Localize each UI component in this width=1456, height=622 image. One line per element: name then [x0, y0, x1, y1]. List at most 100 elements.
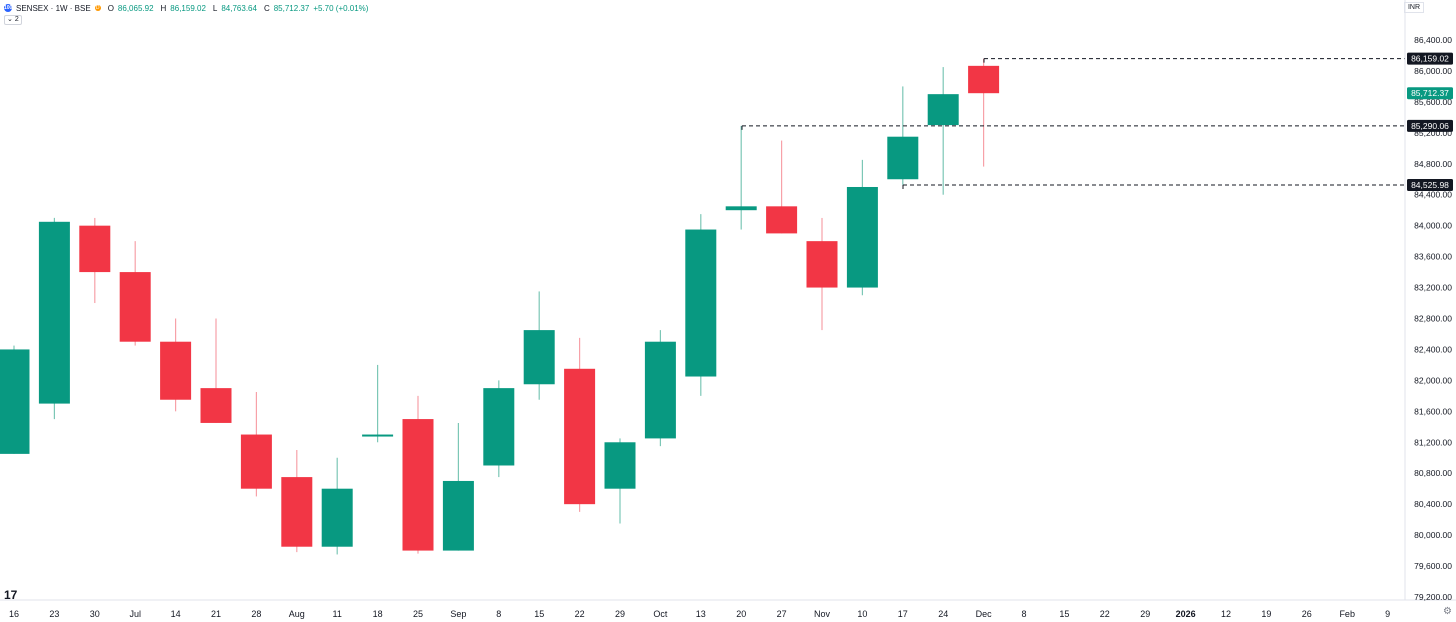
tradingview-logo-icon[interactable]: 17: [4, 588, 18, 602]
candle[interactable]: [887, 86, 919, 185]
x-tick-label: 22: [575, 609, 585, 619]
x-tick-label: 22: [1100, 609, 1110, 619]
candle[interactable]: [564, 337, 596, 512]
x-tick-label: 13: [696, 609, 706, 619]
candle-body: [200, 388, 232, 423]
x-tick-label: 23: [49, 609, 59, 619]
x-tick-label: 14: [171, 609, 181, 619]
candle[interactable]: [725, 125, 757, 230]
candle[interactable]: [119, 241, 151, 346]
indicators-toggle[interactable]: ⌄ 2: [4, 15, 22, 25]
low-label: L: [212, 3, 218, 13]
symbol-title[interactable]: SENSEX · 1W · BSE: [16, 3, 91, 13]
candle-body: [968, 65, 1000, 94]
x-tick-label: 26: [1302, 609, 1312, 619]
candle-body: [927, 94, 959, 126]
candle[interactable]: [281, 450, 313, 553]
candle[interactable]: [644, 330, 676, 447]
x-tick-label: 20: [736, 609, 746, 619]
candle-body: [281, 477, 313, 547]
y-tick-label: 84,800.00: [1414, 159, 1452, 169]
x-tick-label: 15: [534, 609, 544, 619]
candle-body: [119, 272, 151, 342]
indicator-count: 2: [14, 16, 19, 23]
x-tick-label: 24: [938, 609, 948, 619]
time-axis[interactable]: 16 23 30 Jul 14 21 28 Aug 11 18 25 Sep 8 15 22 29 Oct 13 2…: [9, 609, 1390, 619]
y-tick-label: 80,800.00: [1414, 468, 1452, 478]
candle-body: [321, 488, 353, 547]
price-line-tag-bg: [1407, 119, 1453, 132]
y-tick-label: 80,400.00: [1414, 499, 1452, 509]
x-tick-label: 21: [211, 609, 221, 619]
x-tick-label: Sep: [450, 609, 466, 619]
candle[interactable]: [523, 291, 555, 400]
candle[interactable]: [38, 217, 70, 420]
candle-body: [766, 206, 798, 234]
delayed-badge[interactable]: D: [94, 5, 101, 11]
candle-body: [442, 480, 474, 551]
candle[interactable]: [200, 318, 232, 423]
settings-icon[interactable]: ⚙: [1443, 606, 1452, 617]
price-line-tag-label: 85,290.06: [1411, 121, 1449, 131]
candle[interactable]: [766, 140, 798, 234]
candle[interactable]: [362, 364, 394, 443]
candle[interactable]: [685, 214, 717, 396]
candle[interactable]: [806, 217, 838, 331]
x-tick-label: Aug: [289, 609, 305, 619]
x-tick-label: 19: [1261, 609, 1271, 619]
candle-body: [362, 434, 394, 437]
candle-body: [685, 229, 717, 377]
candle[interactable]: [0, 345, 30, 454]
candle-body: [38, 221, 70, 404]
y-tick-label: 81,600.00: [1414, 406, 1452, 416]
y-tick-label: 79,200.00: [1414, 592, 1452, 602]
x-tick-label: 29: [615, 609, 625, 619]
candle[interactable]: [442, 422, 474, 551]
candle-body: [523, 330, 555, 385]
x-tick-label: 27: [777, 609, 787, 619]
y-tick-label: 85,600.00: [1414, 97, 1452, 107]
x-tick-label: Feb: [1339, 609, 1355, 619]
x-tick-label: 9: [1385, 609, 1390, 619]
y-tick-label: 84,400.00: [1414, 190, 1452, 200]
y-tick-label: 86,400.00: [1414, 35, 1452, 45]
open-label: O: [107, 3, 114, 13]
low-value: 84,763.64: [221, 3, 257, 13]
open-value: 86,065.92: [117, 3, 154, 13]
y-tick-label: 84,000.00: [1414, 221, 1452, 231]
candle[interactable]: [240, 391, 272, 497]
candle[interactable]: [160, 318, 192, 412]
x-tick-label: 10: [857, 609, 867, 619]
high-value: 86,159.02: [170, 3, 206, 13]
candle-body: [806, 241, 838, 288]
price-axis[interactable]: 79,200.00 79,600.00 80,000.00 80,400.00 80,8…: [1414, 35, 1452, 602]
candles-layer: [0, 58, 1000, 555]
legend-header: 100 SENSEX · 1W · BSE D O 86,065.92 H 86,1…: [4, 2, 368, 14]
x-tick-label: 15: [1059, 609, 1069, 619]
candle[interactable]: [79, 217, 111, 304]
y-tick-label: 82,000.00: [1414, 375, 1452, 385]
price-line-tag-label: 84,525.98: [1411, 180, 1449, 190]
y-tick-label: 83,200.00: [1414, 283, 1452, 293]
currency-label[interactable]: INR: [1403, 2, 1424, 13]
candle[interactable]: [321, 457, 353, 555]
candle[interactable]: [968, 58, 1000, 167]
candle[interactable]: [402, 395, 434, 554]
y-tick-label: 82,400.00: [1414, 344, 1452, 354]
candle-body: [725, 206, 757, 211]
candle[interactable]: [846, 159, 878, 296]
candle-body: [644, 341, 676, 439]
change-value: +5.70 (+0.01%): [313, 3, 369, 13]
candle-body: [887, 136, 919, 180]
x-tick-label: 12: [1221, 609, 1231, 619]
y-tick-label: 83,600.00: [1414, 252, 1452, 262]
candle[interactable]: [927, 67, 959, 195]
x-tick-label: Nov: [814, 609, 831, 619]
price-tags: 86,159.02 85,290.06 84,525.98 85,712.37: [1407, 52, 1453, 191]
candle[interactable]: [604, 438, 636, 524]
x-tick-label: Jul: [129, 609, 141, 619]
candle[interactable]: [483, 380, 515, 478]
close-value: 85,712.37: [273, 3, 310, 13]
last-price-tag-bg: [1407, 87, 1453, 100]
